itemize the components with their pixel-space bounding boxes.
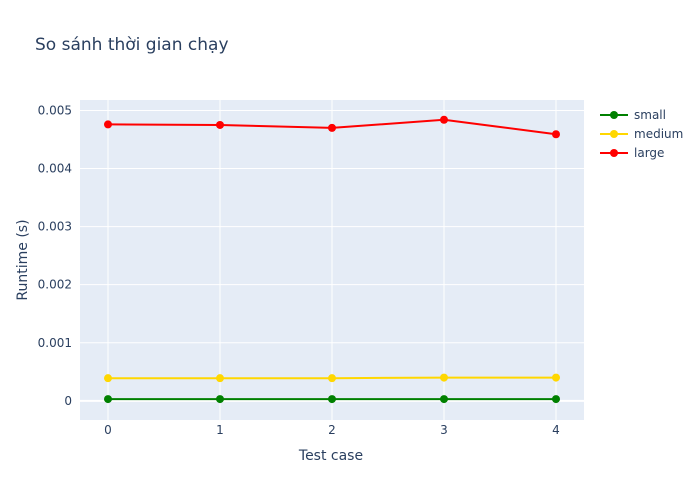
legend-marker [610, 130, 618, 138]
legend-label: medium [634, 127, 683, 141]
data-point-large [552, 130, 560, 139]
chart-title: So sánh thời gian chạy [35, 35, 229, 55]
data-point-large [440, 115, 448, 124]
x-tick-label: 4 [552, 423, 560, 437]
legend-label: small [634, 108, 666, 122]
data-point-large [216, 120, 224, 129]
series-medium [104, 373, 560, 383]
legend-item-small[interactable]: small [600, 108, 666, 122]
x-tick-label: 3 [440, 423, 448, 437]
x-tick-label: 0 [104, 423, 112, 437]
data-point-small [104, 395, 112, 404]
data-point-medium [328, 374, 336, 383]
data-point-medium [440, 373, 448, 382]
data-point-small [440, 395, 448, 404]
y-axis-label: Runtime (s) [15, 219, 31, 300]
data-point-medium [552, 373, 560, 382]
x-axis-label: Test case [298, 448, 363, 464]
legend[interactable]: small medium large [600, 108, 683, 160]
x-tick-label: 1 [216, 423, 224, 437]
grid-lines [80, 100, 584, 420]
data-point-small [552, 395, 560, 404]
series-small [104, 395, 560, 404]
tick-labels: 0 1 2 3 4 0 0.001 0.002 0.003 0.004 0.005 [38, 103, 560, 437]
y-tick-label: 0.002 [38, 278, 72, 292]
legend-marker [610, 149, 618, 157]
legend-item-large[interactable]: large [600, 146, 664, 160]
y-tick-label: 0 [64, 394, 72, 408]
legend-item-medium[interactable]: medium [600, 127, 683, 141]
data-point-small [328, 395, 336, 404]
data-point-large [328, 123, 336, 132]
legend-label: large [634, 146, 664, 160]
series-large [104, 115, 560, 139]
y-tick-label: 0.003 [38, 220, 72, 234]
y-tick-label: 0.001 [38, 336, 72, 350]
y-tick-label: 0.005 [38, 103, 72, 117]
data-point-medium [104, 374, 112, 383]
data-point-large [104, 120, 112, 129]
x-tick-label: 2 [328, 423, 336, 437]
series-layer [104, 115, 560, 404]
legend-marker [610, 111, 618, 119]
data-point-medium [216, 374, 224, 383]
y-tick-label: 0.004 [38, 162, 72, 176]
data-point-small [216, 395, 224, 404]
